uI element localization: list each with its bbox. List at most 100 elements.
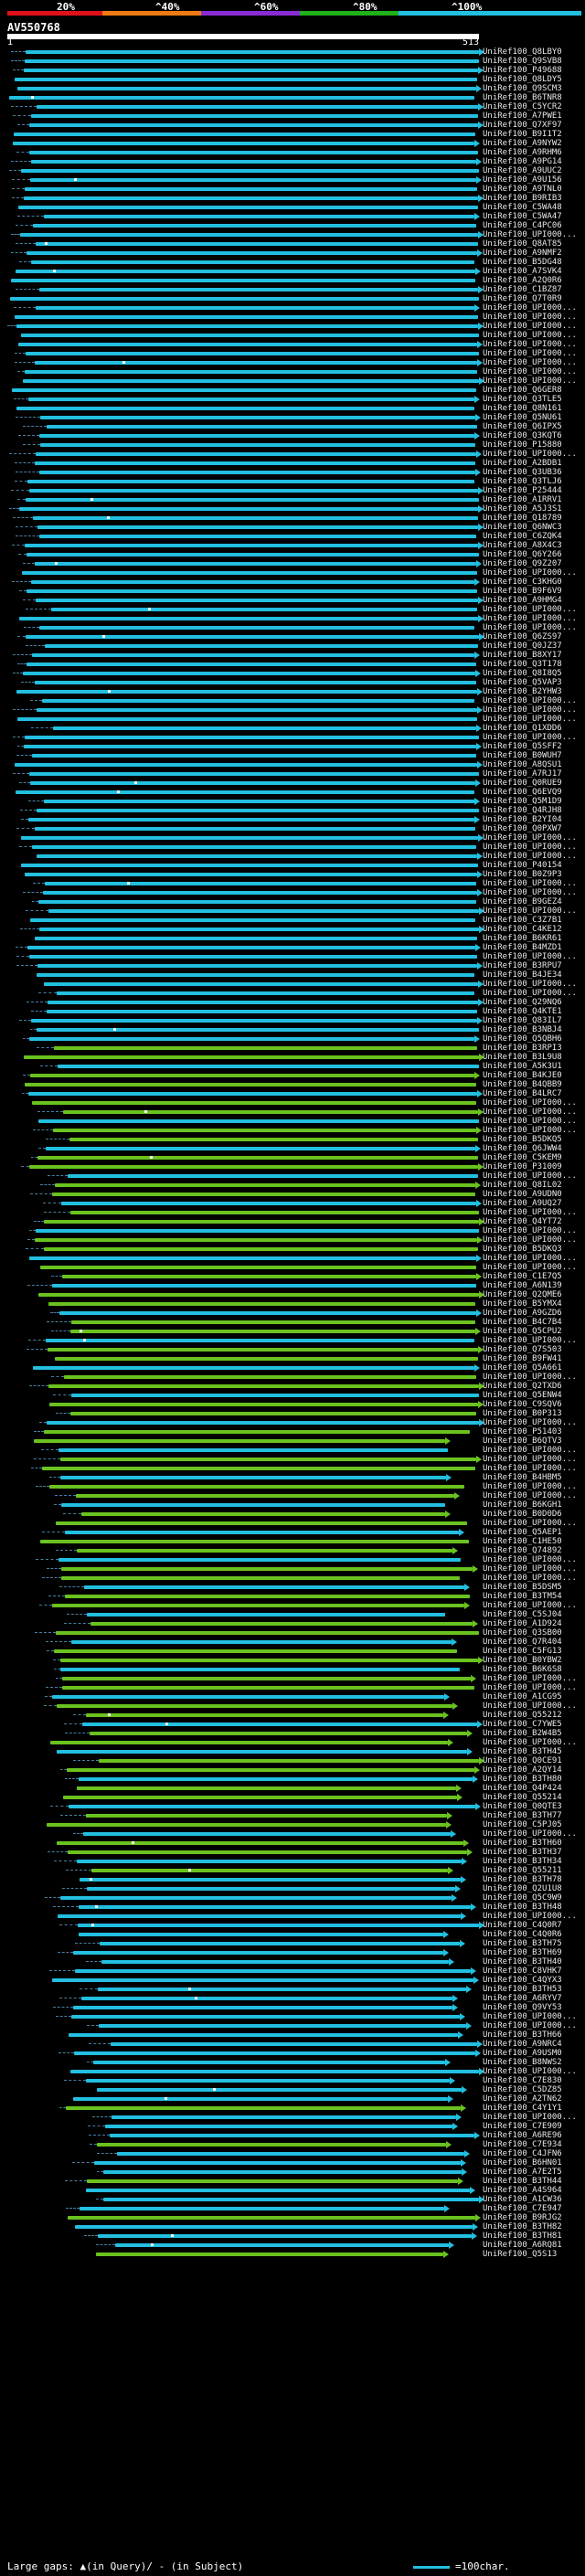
hit-alignment-bar[interactable] [53, 1129, 476, 1132]
hit-alignment-bar[interactable] [37, 809, 479, 812]
hit-alignment-bar[interactable] [44, 1220, 479, 1224]
hit-alignment-bar[interactable] [16, 790, 474, 794]
hit-alignment-bar[interactable] [63, 1110, 478, 1114]
hit-alignment-bar[interactable] [27, 553, 479, 557]
hit-alignment-bar[interactable] [42, 699, 474, 703]
hit-alignment-bar[interactable] [29, 151, 478, 154]
hit-id-link[interactable]: UniRef100_UPI000... [483, 340, 577, 349]
hit-id-link[interactable]: UniRef100_A6RE96 [483, 2131, 562, 2140]
hit-id-link[interactable]: UniRef100_UPI000... [483, 696, 577, 705]
hit-id-link[interactable]: UniRef100_Q8N161 [483, 404, 562, 413]
hit-alignment-bar[interactable] [90, 1622, 473, 1626]
hit-id-link[interactable]: UniRef100_A9TNL0 [483, 185, 562, 194]
hit-alignment-bar[interactable] [97, 2143, 446, 2147]
hit-id-link[interactable]: UniRef100_B4HBM5 [483, 1473, 562, 1482]
hit-id-link[interactable]: UniRef100_B6K6S8 [483, 1665, 562, 1674]
hit-id-link[interactable]: UniRef100_A9RHM6 [483, 148, 562, 157]
hit-id-link[interactable]: UniRef100_B3TH53 [483, 1985, 562, 1994]
hit-id-link[interactable]: UniRef100_A9U156 [483, 175, 562, 185]
hit-alignment-bar[interactable] [62, 1677, 471, 1680]
hit-alignment-bar[interactable] [18, 343, 477, 346]
hit-id-link[interactable]: UniRef100_B3TM54 [483, 1592, 562, 1601]
hit-alignment-bar[interactable] [54, 1649, 457, 1653]
hit-alignment-bar[interactable] [35, 562, 476, 566]
hit-id-link[interactable]: UniRef100_B3TH48 [483, 1903, 562, 1912]
hit-id-link[interactable]: UniRef100_A1RRV1 [483, 495, 562, 504]
hit-alignment-bar[interactable] [75, 2225, 473, 2229]
hit-alignment-bar[interactable] [58, 1558, 461, 1562]
hit-id-link[interactable]: UniRef100_A9NRC4 [483, 2040, 562, 2049]
hit-id-link[interactable]: UniRef100_A7E2T5 [483, 2168, 562, 2177]
hit-alignment-bar[interactable] [46, 1147, 475, 1150]
hit-alignment-bar[interactable] [47, 425, 477, 429]
hit-alignment-bar[interactable] [71, 1320, 475, 1324]
hit-id-link[interactable]: UniRef100_UPI000... [483, 331, 577, 340]
hit-alignment-bar[interactable] [28, 1092, 477, 1096]
hit-alignment-bar[interactable] [10, 297, 479, 301]
hit-id-link[interactable]: UniRef100_B3TH82 [483, 2222, 562, 2231]
hit-alignment-bar[interactable] [115, 2243, 449, 2247]
hit-alignment-bar[interactable] [48, 1384, 479, 1388]
hit-id-link[interactable]: UniRef100_B9FW41 [483, 1354, 562, 1363]
hit-alignment-bar[interactable] [32, 653, 474, 657]
hit-id-link[interactable]: UniRef100_Q8AT85 [483, 239, 562, 249]
hit-alignment-bar[interactable] [15, 315, 478, 319]
hit-alignment-bar[interactable] [86, 1814, 447, 1818]
hit-id-link[interactable]: UniRef100_Q5QBH6 [483, 1034, 562, 1044]
hit-id-link[interactable]: UniRef100_UPI000... [483, 2021, 577, 2030]
hit-alignment-bar[interactable] [21, 169, 479, 173]
hit-id-link[interactable]: UniRef100_B9RIB3 [483, 194, 562, 203]
hit-alignment-bar[interactable] [29, 1165, 478, 1169]
hit-alignment-bar[interactable] [74, 2051, 475, 2055]
hit-alignment-bar[interactable] [56, 1631, 479, 1635]
hit-id-link[interactable]: UniRef100_UPI000... [483, 322, 577, 331]
hit-id-link[interactable]: UniRef100_B6KGH1 [483, 1500, 562, 1510]
hit-alignment-bar[interactable] [86, 2189, 470, 2192]
hit-id-link[interactable]: UniRef100_B9F6V9 [483, 587, 562, 596]
hit-alignment-bar[interactable] [59, 1311, 476, 1315]
hit-alignment-bar[interactable] [29, 772, 479, 776]
hit-id-link[interactable]: UniRef100_Q6ZS97 [483, 632, 562, 641]
hit-id-link[interactable]: UniRef100_Q4YT72 [483, 1217, 562, 1226]
hit-id-link[interactable]: UniRef100_A4S964 [483, 2186, 562, 2195]
hit-alignment-bar[interactable] [100, 1942, 460, 1945]
hit-alignment-bar[interactable] [37, 964, 477, 968]
hit-id-link[interactable]: UniRef100_B3NBJ4 [483, 1025, 562, 1034]
hit-id-link[interactable]: UniRef100_UPI000... [483, 852, 577, 861]
hit-id-link[interactable]: UniRef100_Q0QTE3 [483, 1802, 562, 1811]
hit-alignment-bar[interactable] [98, 2234, 472, 2238]
hit-alignment-bar[interactable] [70, 1412, 476, 1415]
hit-alignment-bar[interactable] [117, 2152, 464, 2156]
hit-id-link[interactable]: UniRef100_A2BDB1 [483, 459, 562, 468]
hit-id-link[interactable]: UniRef100_B3TH45 [483, 1747, 562, 1756]
hit-alignment-bar[interactable] [35, 681, 476, 684]
hit-id-link[interactable]: UniRef100_B5DSM5 [483, 1583, 562, 1592]
hit-alignment-bar[interactable] [57, 1704, 452, 1708]
hit-id-link[interactable]: UniRef100_C3Z7B1 [483, 916, 562, 925]
hit-id-link[interactable]: UniRef100_Q0RUE9 [483, 779, 562, 788]
hit-id-link[interactable]: UniRef100_UPI000... [483, 705, 577, 715]
hit-alignment-bar[interactable] [90, 1732, 467, 1735]
hit-id-link[interactable]: UniRef100_Q7S503 [483, 1345, 562, 1354]
hit-id-link[interactable]: UniRef100_B3TH78 [483, 1875, 562, 1884]
hit-alignment-bar[interactable] [25, 370, 477, 374]
hit-id-link[interactable]: UniRef100_B3RPI3 [483, 1044, 562, 1053]
hit-id-link[interactable]: UniRef100_A9UUC2 [483, 166, 562, 175]
hit-id-link[interactable]: UniRef100_Q2U1U8 [483, 1884, 562, 1893]
hit-id-link[interactable]: UniRef100_B3TH81 [483, 2231, 562, 2241]
hit-alignment-bar[interactable] [30, 178, 476, 182]
hit-id-link[interactable]: UniRef100_Q55214 [483, 1793, 562, 1802]
hit-alignment-bar[interactable] [19, 617, 478, 620]
hit-alignment-bar[interactable] [37, 1028, 479, 1032]
hit-alignment-bar[interactable] [27, 946, 475, 949]
hit-alignment-bar[interactable] [40, 416, 475, 419]
hit-alignment-bar[interactable] [37, 105, 478, 109]
hit-id-link[interactable]: UniRef100_C4PC06 [483, 221, 562, 230]
hit-alignment-bar[interactable] [75, 1969, 471, 1973]
hit-alignment-bar[interactable] [80, 2207, 444, 2210]
hit-alignment-bar[interactable] [52, 1284, 476, 1288]
hit-alignment-bar[interactable] [81, 1997, 452, 2000]
hit-id-link[interactable]: UniRef100_B9I1T2 [483, 130, 562, 139]
hit-alignment-bar[interactable] [71, 1640, 452, 1644]
hit-id-link[interactable]: UniRef100_UPI000... [483, 1482, 577, 1491]
